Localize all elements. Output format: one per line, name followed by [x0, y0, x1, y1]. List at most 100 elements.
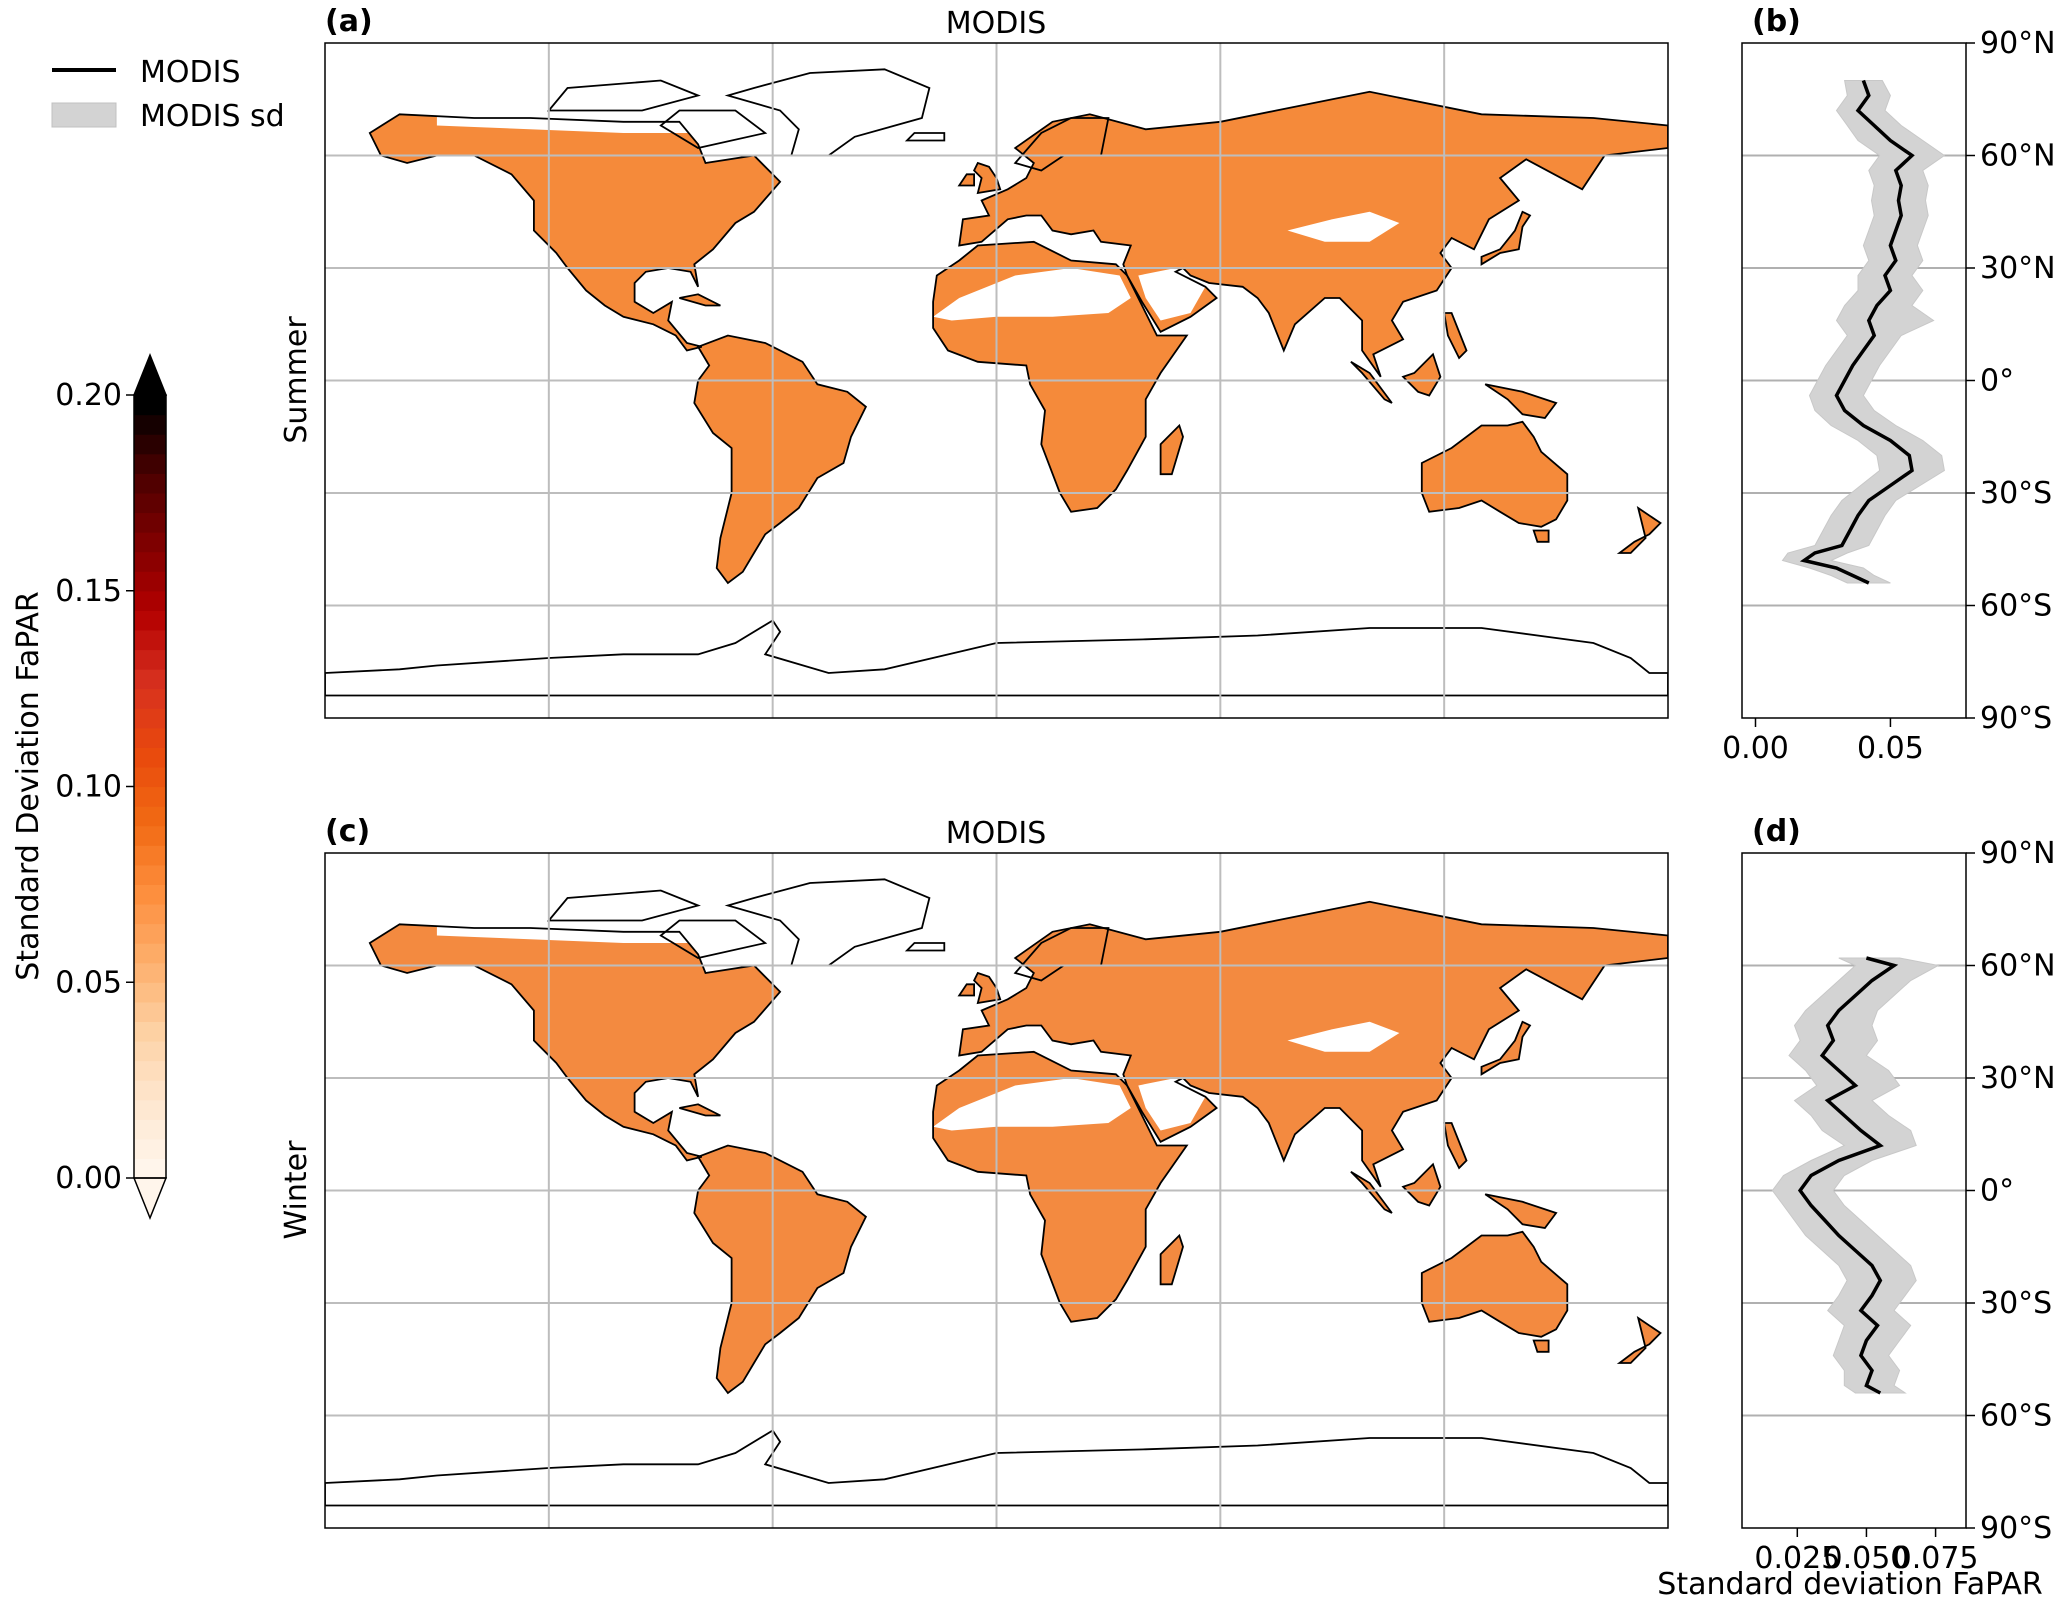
y-tick-label: 60°N — [1980, 949, 2056, 984]
y-tick-label: 0° — [1980, 364, 2014, 399]
colorbar: 0.00 0.05 0.10 0.15 0.20 Standard Deviation … — [11, 352, 168, 1221]
coastline-australia — [1420, 420, 1569, 528]
coastline-borneo — [1401, 352, 1442, 397]
coastline-tasmania — [1532, 529, 1550, 543]
land-fill-ireland — [959, 984, 975, 996]
coastline-iceland — [904, 132, 946, 142]
colorbar-tick-label: 0.10 — [55, 770, 122, 805]
non-vegetated-area — [933, 268, 1131, 321]
non-vegetated-area — [933, 1078, 1131, 1131]
land-fill-australia — [1421, 1231, 1568, 1337]
x-tick-label: 0.00 — [1722, 731, 1789, 766]
coastline-sumatra — [1350, 361, 1393, 404]
colorbar-segment — [134, 512, 166, 533]
profile-d-yticks: 90°N 60°N 30°N 0° 30°S 60°S 90°S — [1966, 836, 2056, 1546]
panel-d: (d) 90°N 60°N 30°N 0° 30°S 60°S 90°S 0.0250.05… — [1657, 814, 2055, 1602]
land-fill-sumatra — [1350, 361, 1392, 403]
coastline-eurasia — [958, 90, 1668, 378]
coastline-cuba — [679, 293, 721, 307]
colorbar-segment — [134, 1060, 166, 1081]
land-fill-northAmerica — [369, 924, 781, 1161]
colorbar-segment — [134, 943, 166, 964]
colorbar-tick-label: 0.20 — [55, 378, 122, 413]
colorbar-tick-label: 0.05 — [55, 965, 122, 1000]
coastline-sumatra — [1350, 1171, 1393, 1214]
map-c-frame — [324, 852, 1669, 1529]
colorbar-segment — [134, 806, 166, 827]
colorbar-segment — [134, 962, 166, 983]
profile-d-sd-band — [1771, 957, 1940, 1394]
land-fill-southAmerica — [694, 1145, 866, 1393]
land-fill-madagascar — [1160, 425, 1183, 475]
coastline-antarctica — [325, 1429, 1668, 1507]
profile-b-sd-band — [1781, 80, 1946, 584]
land-fill-ireland — [959, 174, 975, 186]
land-fill-cuba — [679, 1104, 721, 1116]
legend-label-modis-sd: MODIS sd — [140, 99, 285, 134]
x-tick-label: 0.05 — [1857, 731, 1924, 766]
panel-d-letter: (d) — [1752, 814, 1801, 849]
colorbar-segment — [134, 1138, 166, 1160]
land-fill-philippines — [1444, 1123, 1467, 1168]
coastline-southAmerica — [693, 334, 868, 585]
colorbar-segment — [134, 669, 166, 690]
coastline-newGuinea — [1484, 383, 1558, 419]
colorbar-segment — [134, 492, 166, 514]
coastline-arcticIslands — [546, 79, 701, 112]
coastline-iceland — [904, 942, 946, 952]
coastline-southAmerica — [693, 1144, 868, 1395]
profile-d-xlabel: Standard deviation FaPAR — [1657, 1567, 2042, 1602]
profile-b-mean-line — [1799, 79, 1915, 585]
colorbar-segment — [134, 727, 166, 748]
profile-b-yticks: 90°N 60°N 30°N 0° 30°S 60°S 90°S — [1966, 26, 2056, 736]
y-tick-label: 0° — [1980, 1174, 2014, 1209]
map-c-gridlines — [325, 853, 1668, 1528]
y-tick-label: 30°N — [1980, 251, 2056, 286]
colorbar-segment — [134, 395, 166, 416]
land-fill-newGuinea — [1485, 384, 1557, 418]
panel-a: (a) MODIS Summer — [279, 4, 1669, 719]
colorbar-segment — [134, 414, 166, 435]
colorbar-segment — [134, 649, 166, 670]
colorbar-segment — [134, 688, 166, 709]
coastline-greenland — [724, 878, 931, 967]
non-vegetated-area — [436, 110, 699, 133]
land-fill-tasmania — [1533, 1340, 1549, 1352]
panel-c-row-label: Winter — [279, 1140, 314, 1240]
coastline-baffin — [659, 109, 768, 149]
colorbar-segment — [134, 571, 166, 592]
land-fill-tasmania — [1533, 530, 1549, 542]
colorbar-segment — [134, 708, 166, 729]
y-tick-label: 90°S — [1980, 701, 2052, 736]
coastline-britain — [973, 971, 1002, 1005]
legend-label-modis: MODIS — [140, 55, 241, 90]
coastline-eurasia — [958, 900, 1668, 1188]
colorbar-segment — [134, 982, 166, 1003]
non-vegetated-area — [1138, 1078, 1206, 1131]
land-fill-newGuinea — [1485, 1194, 1557, 1228]
land-fill-southAmerica — [694, 335, 866, 583]
profile-d-mean-line — [1797, 956, 1899, 1395]
panel-b: (b) 90°N 60°N 30°N 0° 30°S 60°S 90°S 0.00 0.05 — [1722, 4, 2056, 766]
colorbar-segment — [134, 766, 166, 788]
colorbar-segment — [134, 903, 166, 925]
colorbar-tick-label: 0.15 — [55, 574, 122, 609]
colorbar-segment — [134, 825, 166, 846]
coastline-newGuinea — [1484, 1193, 1558, 1229]
y-tick-label: 60°S — [1980, 589, 2052, 624]
colorbar-segment — [134, 884, 166, 905]
colorbar-segment — [134, 532, 166, 553]
colorbar-segment — [134, 1099, 166, 1120]
land-fill-australia — [1421, 421, 1568, 527]
colorbar-segment — [134, 923, 166, 944]
colorbar-segment — [134, 1080, 166, 1101]
y-tick-label: 30°S — [1980, 1286, 2052, 1321]
y-tick-label: 60°S — [1980, 1399, 2052, 1434]
map-a-frame — [324, 42, 1669, 719]
colorbar-extend-max — [132, 352, 168, 396]
coastline-baffin — [659, 919, 768, 959]
y-tick-label: 90°N — [1980, 26, 2056, 61]
non-vegetated-area — [436, 920, 699, 943]
colorbar-segment — [134, 453, 166, 474]
